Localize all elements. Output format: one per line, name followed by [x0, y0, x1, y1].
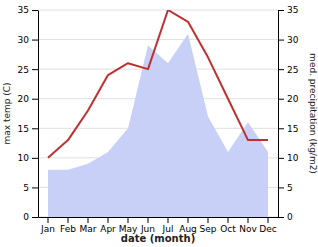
tick-mark — [268, 217, 269, 223]
tick-mark — [108, 217, 109, 223]
tick-label: Feb — [60, 224, 76, 234]
tick-mark — [208, 217, 209, 223]
tick: Jun — [140, 217, 155, 234]
tick-label: 35 — [287, 5, 298, 15]
tick-label: 10 — [287, 153, 299, 163]
tick: 10 — [18, 153, 38, 163]
tick: 20 — [278, 94, 299, 104]
tick-mark — [128, 217, 129, 223]
tick-mark — [32, 158, 38, 159]
tick-label: 30 — [287, 35, 299, 45]
y2-axis-title: med. precipitation (kg/m2) — [308, 53, 318, 174]
tick: May — [119, 217, 138, 234]
tick: 5 — [23, 183, 38, 193]
tick-mark — [32, 99, 38, 100]
tick: 30 — [278, 35, 299, 45]
tick-mark — [248, 217, 249, 223]
x-axis-title: date (month) — [121, 233, 195, 244]
tick: 15 — [18, 124, 38, 134]
tick-label: Dec — [259, 224, 276, 234]
tick-label: 5 — [287, 183, 293, 193]
plot-area — [48, 10, 268, 217]
tick-mark — [32, 10, 38, 11]
tick-label: 15 — [287, 124, 298, 134]
tick: Mar — [80, 217, 97, 234]
axis-line — [39, 217, 279, 218]
tick: Sep — [200, 217, 217, 234]
tick-label: 15 — [18, 124, 29, 134]
tick-label: 20 — [287, 94, 299, 104]
axis-line — [38, 11, 39, 218]
tick-mark — [278, 187, 284, 188]
y2-axis: 0 5 10 15 20 25 30 35 — [278, 5, 299, 222]
tick-mark — [48, 217, 49, 223]
tick-label: 30 — [18, 35, 30, 45]
tick-label: Jan — [40, 224, 55, 234]
tick: 30 — [18, 35, 38, 45]
chart-container: Jan Feb MarAprMayJun Jul AugSepOctNovDec 0 5 10… — [0, 0, 318, 247]
tick-label: 20 — [18, 94, 30, 104]
tick: Oct — [220, 217, 236, 234]
grid — [38, 10, 278, 217]
tick-label: Apr — [100, 224, 116, 234]
tick-label: 5 — [23, 183, 29, 193]
tick-label: 10 — [18, 153, 30, 163]
tick-mark — [32, 217, 38, 218]
tick: 35 — [18, 5, 38, 15]
tick-label: 25 — [18, 65, 29, 75]
tick: 5 — [278, 183, 293, 193]
tick-mark — [188, 217, 189, 223]
tick: 15 — [278, 124, 298, 134]
tick: 35 — [278, 5, 298, 15]
y-axis: 0 5 10 15 20 25 30 35 — [18, 5, 39, 222]
tick-mark — [68, 217, 69, 223]
tick-mark — [88, 217, 89, 223]
tick-mark — [32, 187, 38, 188]
tick-label: Oct — [220, 224, 236, 234]
tick: Apr — [100, 217, 116, 234]
grid-line — [38, 10, 278, 11]
area — [48, 34, 268, 217]
tick-label: Nov — [239, 224, 257, 234]
chart: Jan Feb MarAprMayJun Jul AugSepOctNovDec 0 5 10… — [0, 0, 318, 247]
tick: 25 — [18, 65, 38, 75]
tick: 0 — [23, 212, 38, 222]
tick-label: 25 — [287, 65, 298, 75]
tick: Aug — [179, 217, 197, 234]
tick-mark — [278, 158, 284, 159]
tick: 20 — [18, 94, 38, 104]
tick: 10 — [278, 153, 299, 163]
tick-mark — [278, 217, 284, 218]
tick: Dec — [259, 217, 276, 234]
tick-label: Sep — [200, 224, 217, 234]
tick: 25 — [278, 65, 298, 75]
tick-mark — [278, 40, 284, 41]
x-axis: Jan Feb MarAprMayJun Jul AugSepOctNovDec — [39, 217, 279, 234]
tick-mark — [32, 69, 38, 70]
tick-mark — [278, 99, 284, 100]
tick-label: 35 — [18, 5, 29, 15]
tick-mark — [168, 217, 169, 223]
tick: 0 — [278, 212, 293, 222]
tick-mark — [278, 128, 284, 129]
tick-label: Mar — [80, 224, 97, 234]
tick-mark — [32, 128, 38, 129]
tick-mark — [148, 217, 149, 223]
tick-label: 0 — [23, 212, 29, 222]
tick-label: 0 — [287, 212, 293, 222]
tick: Nov — [239, 217, 257, 234]
line — [48, 10, 268, 158]
tick-mark — [32, 40, 38, 41]
tick-mark — [228, 217, 229, 223]
axis-line — [278, 11, 279, 218]
tick: Jan — [40, 217, 55, 234]
tick: Jul — [162, 217, 174, 234]
tick-mark — [278, 10, 284, 11]
tick-mark — [278, 69, 284, 70]
y-axis-title: max temp (C) — [2, 82, 12, 144]
tick: Feb — [60, 217, 76, 234]
